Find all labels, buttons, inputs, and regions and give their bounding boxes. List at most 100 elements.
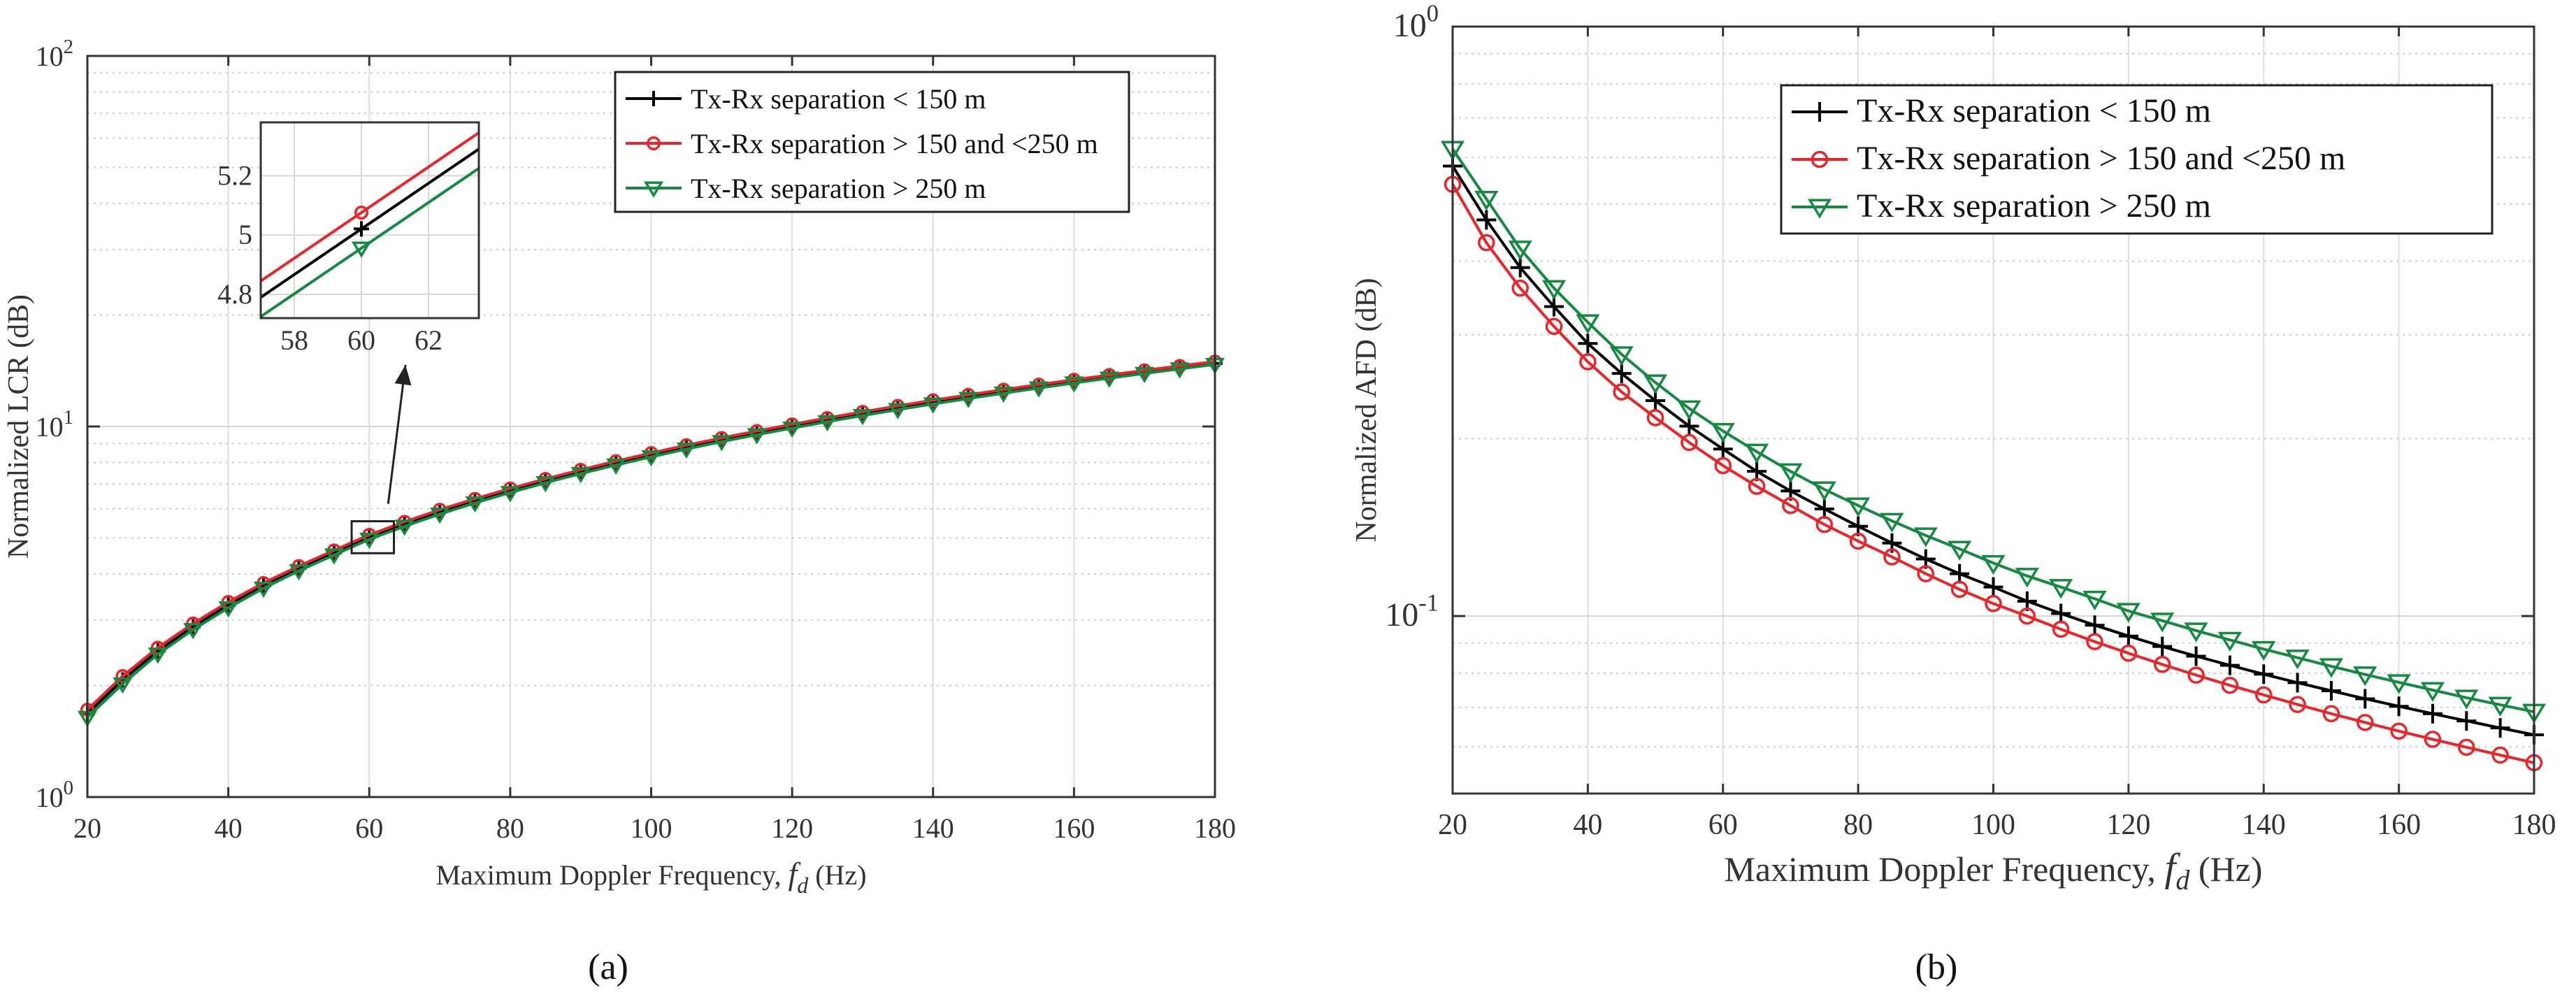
data-point xyxy=(253,581,274,598)
data-point xyxy=(2420,682,2445,702)
series-line xyxy=(86,360,1216,711)
y-tick-base: 10 xyxy=(36,782,64,813)
series-1 xyxy=(1443,156,2544,745)
x-tick-label: 20 xyxy=(73,812,101,844)
inset-chart: 58 60 62 4.8 5 5.2 xyxy=(217,121,480,356)
data-point xyxy=(2255,686,2273,704)
y-tick-base: 10 xyxy=(36,411,64,443)
data-point xyxy=(324,548,344,565)
data-point xyxy=(535,476,556,493)
y-tick-label: 100 xyxy=(36,777,73,813)
x-tick-label: 180 xyxy=(2512,809,2556,841)
x-axis-label: Maximum Doppler Frequency, fd (Hz) xyxy=(436,856,866,898)
x-tick-label: 120 xyxy=(2106,809,2150,841)
data-point xyxy=(2390,722,2408,740)
data-point xyxy=(1917,565,1935,582)
data-point xyxy=(570,466,591,484)
data-point xyxy=(2424,731,2442,748)
y-tick-exp: 1 xyxy=(64,406,73,429)
series-3 xyxy=(1440,141,2547,724)
y-tick-exp: 0 xyxy=(1427,0,1439,27)
zoom-box xyxy=(350,520,396,554)
data-point xyxy=(2458,738,2475,756)
y-tick-base: 10 xyxy=(1393,7,1427,44)
data-point xyxy=(1711,422,1735,443)
data-point xyxy=(429,507,450,524)
x-tick-label: 120 xyxy=(771,812,813,844)
data-point xyxy=(2049,579,2073,599)
legend-label: Tx-Rx separation > 250 m xyxy=(691,173,986,204)
data-point xyxy=(1814,499,1834,519)
panel-caption: (b) xyxy=(1915,947,1958,987)
data-point xyxy=(2287,673,2308,693)
x-tick-label: 40 xyxy=(1573,809,1602,841)
data-point xyxy=(1508,241,1532,261)
data-point xyxy=(115,669,130,684)
data-point xyxy=(1478,234,1495,252)
data-point xyxy=(712,435,732,452)
data-point xyxy=(394,519,415,536)
legend-marker xyxy=(643,181,664,198)
data-point xyxy=(2491,746,2509,764)
data-point xyxy=(2018,607,2036,625)
data-point xyxy=(113,677,133,694)
y-axis-label: Normalized AFD (dB) xyxy=(1351,278,1383,543)
legend: Tx-Rx separation < 150 m Tx-Rx separation… xyxy=(614,71,1130,213)
data-point xyxy=(817,415,837,432)
x-tick-label: 100 xyxy=(631,812,672,844)
legend-item-2: Tx-Rx separation > 150 and <250 m xyxy=(626,128,1098,159)
data-point xyxy=(2082,590,2107,611)
data-point xyxy=(1170,362,1190,379)
data-point xyxy=(1849,532,1867,550)
inset-series-1 xyxy=(261,148,479,299)
data-point xyxy=(2184,622,2208,643)
data-point xyxy=(2051,603,2071,624)
data-point xyxy=(1846,497,1871,517)
data-point xyxy=(1028,381,1049,398)
legend-box xyxy=(1780,84,2494,235)
data-point xyxy=(2015,568,2039,588)
data-point xyxy=(2186,646,2206,666)
data-point xyxy=(2085,615,2105,636)
x-axis-label-sub: d xyxy=(2175,864,2190,896)
legend-item-1: Tx-Rx separation < 150 m xyxy=(626,83,986,115)
x-tick-label: 40 xyxy=(215,812,243,844)
data-point xyxy=(676,442,697,459)
data-point xyxy=(1613,383,1630,401)
data-point xyxy=(2116,603,2140,623)
data-point xyxy=(1983,577,2003,597)
data-point xyxy=(2488,696,2512,717)
legend-label: Tx-Rx separation > 250 m xyxy=(1857,187,2211,224)
data-point xyxy=(1511,279,1529,297)
inset-x-tick-label: 62 xyxy=(415,324,442,356)
panel-caption: (a) xyxy=(588,947,628,987)
x-axis-label-unit: (Hz) xyxy=(808,859,866,891)
series-line xyxy=(86,363,1216,719)
legend-label: Tx-Rx separation < 150 m xyxy=(1857,92,2211,129)
data-point xyxy=(1883,548,1901,566)
legend-item-2: Tx-Rx separation > 150 and <250 m xyxy=(1792,140,2345,177)
data-point xyxy=(2152,636,2173,657)
legend-marker xyxy=(1810,102,1829,122)
data-point xyxy=(1579,353,1597,371)
zoom-arrow-line xyxy=(387,364,407,504)
x-axis-label-prefix: Maximum Doppler Frequency, xyxy=(436,859,788,891)
data-point xyxy=(2219,655,2240,675)
x-tick-label: 160 xyxy=(1053,812,1095,844)
data-point xyxy=(1913,527,1938,547)
inset-series-line xyxy=(261,131,479,282)
series-line xyxy=(1451,183,2535,764)
data-point xyxy=(2355,689,2375,709)
legend-marker xyxy=(646,91,661,106)
series-line xyxy=(1451,148,2535,714)
data-point xyxy=(1880,512,1904,533)
data-point xyxy=(1812,481,1836,501)
data-point xyxy=(2086,633,2103,650)
data-point xyxy=(1609,346,1634,366)
data-point xyxy=(2387,674,2411,694)
data-point xyxy=(2454,689,2479,710)
data-point xyxy=(2319,658,2344,678)
data-point xyxy=(1950,580,1969,598)
data-point xyxy=(2490,718,2510,738)
